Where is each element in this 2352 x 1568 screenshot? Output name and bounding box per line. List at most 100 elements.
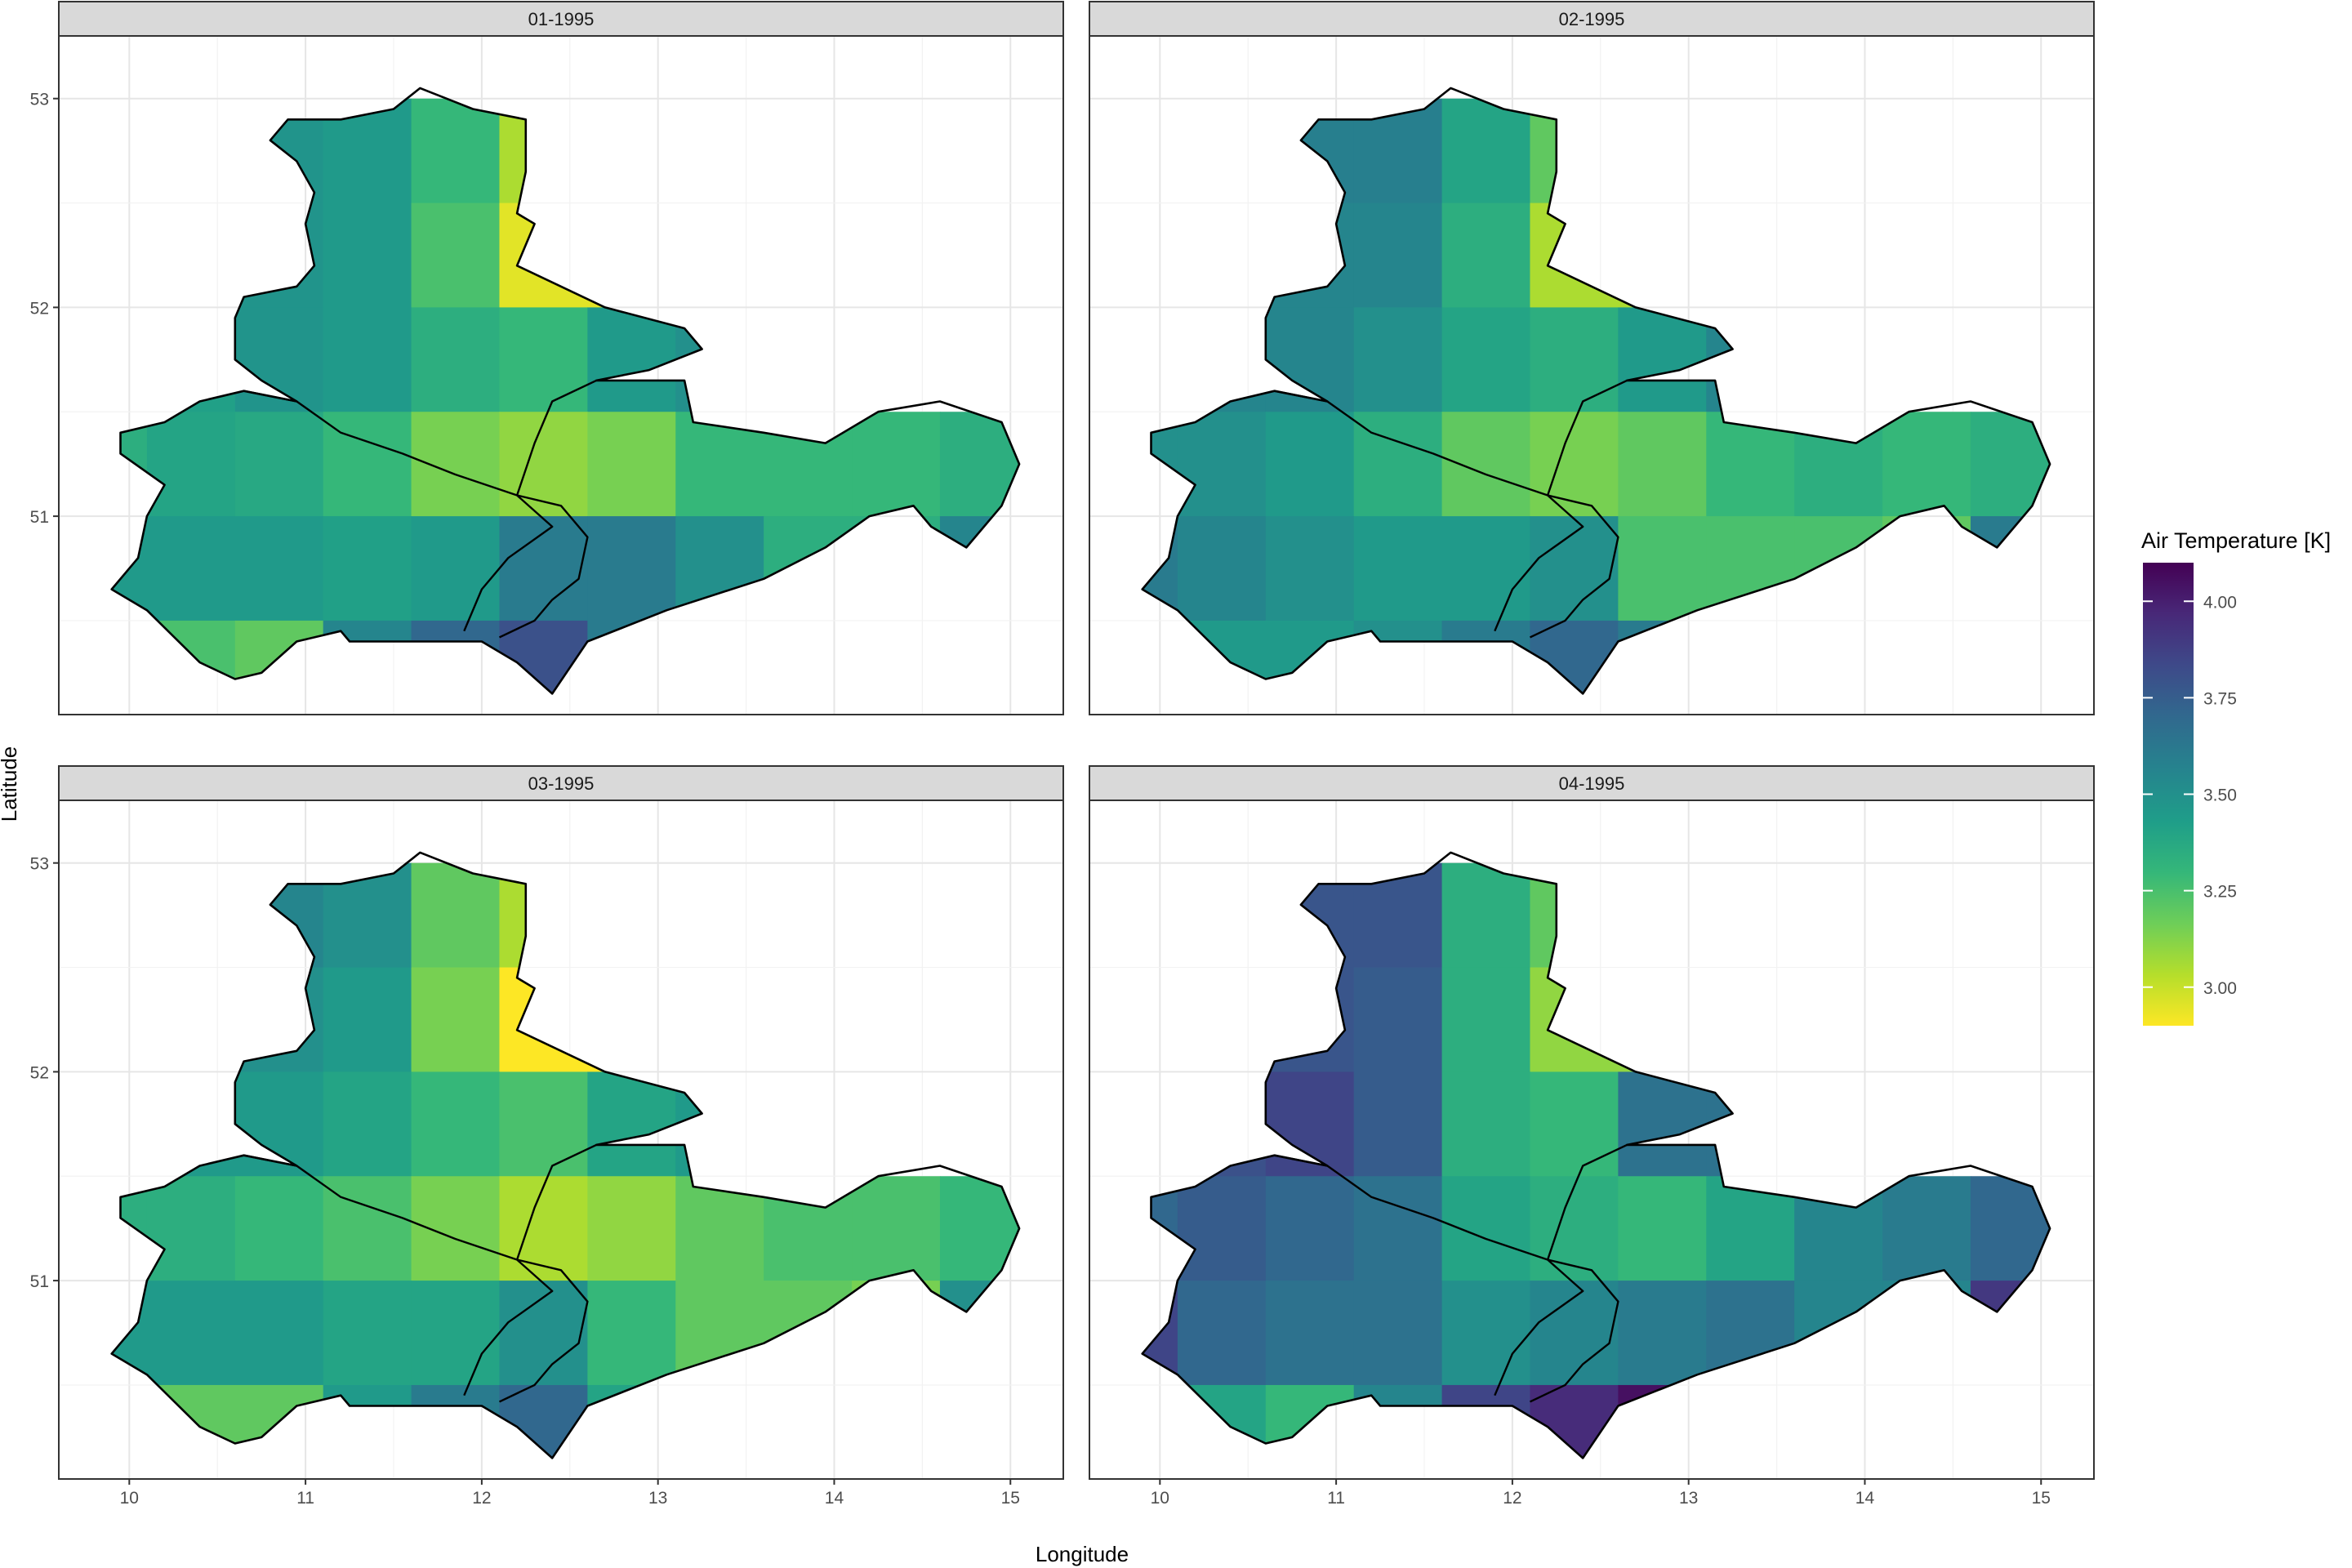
heatmap-cell [1353, 1176, 1443, 1281]
legend-tick-label: 3.25 [2203, 883, 2237, 902]
heatmap-cell [1618, 307, 1707, 412]
heatmap-cell [1441, 98, 1531, 204]
heatmap-cell [146, 516, 236, 621]
heatmap-cell [1530, 412, 1619, 517]
heatmap-cell [1177, 412, 1267, 517]
internal-border [515, 1143, 597, 1260]
heatmap-cell [587, 307, 676, 412]
heatmap-cell [411, 307, 501, 412]
region-outline [1141, 87, 2051, 695]
heatmap-cell [1265, 412, 1355, 517]
heatmap-cell [323, 1176, 412, 1281]
heatmap-cell [411, 98, 501, 204]
x-tick-label: 10 [1151, 1489, 1169, 1508]
panels-layer: 01-1995 51 52 53 02-1995 03-1995 51 52 53 10 11 12 1… [30, 1, 2095, 1508]
heatmap-cell [411, 203, 501, 308]
heatmap-cell [146, 1176, 236, 1281]
heatmap-cell [1265, 516, 1355, 621]
heatmap-cell [1353, 203, 1443, 308]
legend-tick-label: 4.00 [2203, 593, 2237, 612]
facet-strip [1089, 1, 2095, 37]
heatmap-cell [323, 1281, 412, 1386]
heatmap-cell [146, 1281, 236, 1386]
internal-border [1546, 379, 1628, 496]
y-tick-label: 52 [30, 299, 49, 318]
y-tick-label: 53 [30, 91, 49, 109]
x-tick-label: 11 [1327, 1489, 1345, 1508]
heatmap-cell [323, 412, 412, 517]
heatmap-cell [1177, 1281, 1267, 1386]
y-tick-label: 53 [30, 855, 49, 874]
internal-border [243, 1154, 554, 1396]
heatmap-cell [852, 412, 941, 517]
legend-title: Air Temperature [K] [2141, 528, 2331, 553]
facet-panel: 02-1995 [1089, 1, 2095, 715]
region-outline [110, 87, 1021, 695]
region-outline [1141, 851, 2051, 1459]
x-tick-label: 15 [1001, 1489, 1020, 1508]
region-outline [110, 851, 1021, 1459]
heatmap-cell [1353, 1071, 1443, 1177]
heatmap-cell [1530, 1176, 1619, 1281]
heatmap-cell [1353, 1281, 1443, 1386]
heatmap-cell [1530, 1071, 1619, 1177]
facet-strip [58, 765, 1064, 801]
facet-panel: 04-1995 10 11 12 13 14 15 [1089, 765, 2095, 1508]
heatmap-cell [499, 1176, 588, 1281]
panel-frame [58, 800, 1064, 1480]
heatmap-cell [1618, 1071, 1707, 1177]
facet-title: 01-1995 [528, 9, 595, 29]
facet-strip [1089, 765, 2095, 801]
heatmap-cell [323, 516, 412, 621]
heatmap-cell [1882, 1176, 1971, 1281]
panel-frame [1089, 35, 2095, 715]
y-tick-label: 52 [30, 1063, 49, 1082]
heatmap-cell [587, 1281, 676, 1386]
x-axis-label: Longitude [1036, 1542, 1129, 1566]
y-axis-label: Latitude [0, 746, 21, 822]
y-tick-label: 51 [30, 1272, 49, 1291]
facet-panel: 01-1995 51 52 53 [30, 1, 1064, 715]
internal-border [243, 390, 554, 632]
x-tick-label: 11 [296, 1489, 314, 1508]
heatmap-cell [1441, 1071, 1531, 1177]
heatmap-cell [1441, 1176, 1531, 1281]
heatmap-cell [852, 1176, 941, 1281]
heatmap-cell [1441, 203, 1531, 308]
facet-title: 04-1995 [1559, 773, 1625, 794]
internal-border [1529, 1258, 1619, 1403]
legend-tick-label: 3.50 [2203, 786, 2237, 805]
heatmap-cell [1353, 516, 1443, 621]
legend-tick-label: 3.00 [2203, 979, 2237, 998]
heatmap-cell [587, 1071, 676, 1177]
heatmap-cell [146, 412, 236, 517]
internal-border [515, 379, 597, 496]
heatmap-cell [234, 412, 324, 517]
heatmap-cell [587, 516, 676, 621]
x-tick-label: 15 [2032, 1489, 2051, 1508]
heatmap-cell [499, 307, 588, 412]
heatmap-cell [234, 516, 324, 621]
heatmap-cell [234, 1176, 324, 1281]
heatmap-cell [323, 1071, 412, 1177]
legend-tick-label: 3.75 [2203, 689, 2237, 708]
facet-panel: 03-1995 51 52 53 10 11 12 13 14 15 [30, 765, 1064, 1508]
internal-border [1546, 1143, 1628, 1260]
heatmap-cell [411, 862, 501, 969]
heatmap-cell [1882, 412, 1971, 517]
internal-border [1529, 494, 1619, 639]
heatmap-cell [1618, 1281, 1707, 1386]
heatmap-cell [1618, 412, 1707, 517]
heatmap-cell [411, 1281, 501, 1386]
heatmap-cell [323, 203, 412, 308]
heatmap-cell [587, 1176, 676, 1281]
x-tick-label: 13 [648, 1489, 667, 1508]
internal-border [498, 494, 589, 639]
heatmap-cell [499, 1071, 588, 1177]
heatmap-cell [1441, 967, 1531, 1072]
heatmap-cell [1441, 1281, 1531, 1386]
heatmap-cell [323, 307, 412, 412]
x-tick-label: 10 [120, 1489, 139, 1508]
facet-title: 03-1995 [528, 773, 595, 794]
heatmap-cell [411, 1176, 501, 1281]
